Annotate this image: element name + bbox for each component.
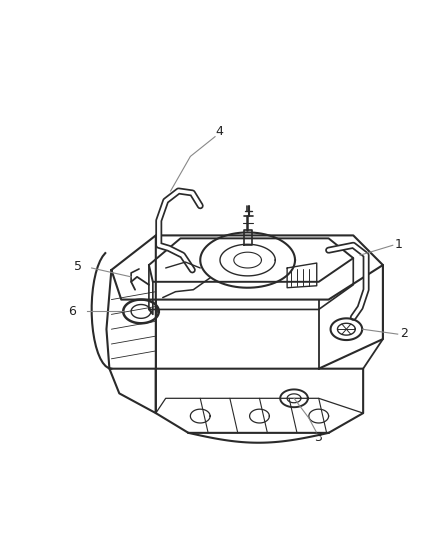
Text: 6: 6 bbox=[68, 305, 76, 318]
Text: 1: 1 bbox=[395, 238, 403, 251]
Text: 3: 3 bbox=[314, 431, 321, 445]
Text: 5: 5 bbox=[74, 261, 82, 273]
Text: 4: 4 bbox=[215, 125, 223, 138]
Text: 2: 2 bbox=[400, 327, 407, 340]
